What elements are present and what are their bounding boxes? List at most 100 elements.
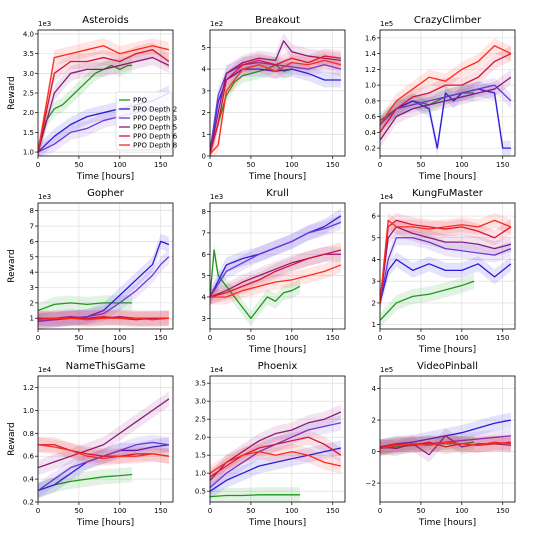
y-tick-label: 1 <box>372 321 376 329</box>
subplot-asteroids: 0 50 100 150 1.0 1.5 2.0 2.5 3.0 3.5 4.0 1e3 Asteroi… <box>7 15 178 182</box>
y-tick-label: 3 <box>372 278 376 286</box>
series-line-ppo-depth-6 <box>210 55 341 154</box>
series-line-ppo-depth-3 <box>380 84 512 125</box>
y-tick-label: 1 <box>202 131 206 139</box>
band-ppo-depth-6 <box>380 46 511 140</box>
x-axis-label: Time [hours] <box>418 345 476 355</box>
y-tick-label: 6 <box>372 213 377 221</box>
x-tick-label: 100 <box>455 334 468 342</box>
plot-frame <box>379 29 516 157</box>
band-ppo-depth-3 <box>210 415 341 496</box>
band-ppo <box>38 466 133 499</box>
series-line-ppo-depth-5 <box>380 226 512 304</box>
legend-label: PPO Depth 3 <box>133 115 177 123</box>
band-ppo-depth-5 <box>210 246 341 305</box>
band-ppo-depth-2 <box>38 437 169 499</box>
y-tick-label: 0.8 <box>23 430 34 438</box>
y-tick-label: 0.4 <box>23 476 35 484</box>
y-tick-label: 4 <box>202 66 207 74</box>
y-tick-label: 2.5 <box>23 90 34 98</box>
series-line-ppo-depth-3 <box>210 61 342 152</box>
y-tick-label: 4 <box>372 385 377 393</box>
band-ppo-depth-3 <box>380 428 511 455</box>
band-ppo-depth-5 <box>38 391 169 476</box>
x-tick-label: 0 <box>36 334 40 342</box>
y-tick-label: 4 <box>30 269 35 277</box>
plot-frame <box>37 375 174 503</box>
y-tick-label: 6 <box>30 238 35 246</box>
x-axis-label: Time [hours] <box>418 172 476 182</box>
x-tick-label: 0 <box>378 334 382 342</box>
series-group <box>380 412 512 463</box>
x-tick-label: 150 <box>154 334 167 342</box>
series-line-ppo-depth-6 <box>38 444 169 457</box>
band-ppo-depth-8 <box>380 212 511 311</box>
subplot-title: Phoenix <box>258 361 298 372</box>
x-axis-label: Time [hours] <box>76 345 134 355</box>
x-tick-label: 100 <box>113 334 126 342</box>
band-ppo-depth-3 <box>38 434 169 499</box>
band-ppo-depth-6 <box>210 429 341 485</box>
series-line-ppo-depth-8 <box>380 45 512 125</box>
band-ppo-depth-5 <box>380 219 511 311</box>
y-tick-label: 8 <box>30 207 34 215</box>
band-ppo-depth-5 <box>38 309 169 326</box>
y-axis-label: Reward <box>7 76 17 110</box>
x-tick-label: 150 <box>326 334 339 342</box>
series-line-ppo-depth-6 <box>210 249 342 298</box>
y-tick-label: 1.4 <box>365 50 377 58</box>
series-line-ppo-depth-8 <box>38 45 170 153</box>
x-tick-label: 150 <box>496 334 509 342</box>
x-tick-label: 50 <box>74 507 83 515</box>
y-tick-label: 5 <box>30 253 34 261</box>
subplot-phoenix: 0 50 100 150 0.5 1.0 1.5 2.0 2.5 3.0 3.5 1e4 Phoenix… <box>195 361 346 528</box>
legend-label: PPO <box>133 97 147 105</box>
band-ppo-depth-5 <box>380 69 511 148</box>
y-multiplier: 1e2 <box>210 20 223 28</box>
series-group <box>210 404 342 502</box>
series-line-ppo-depth-5 <box>210 411 342 481</box>
series-group <box>380 38 512 156</box>
series-line-ppo-depth-6 <box>38 49 170 153</box>
x-tick-label: 0 <box>36 161 40 169</box>
band-ppo-depth-8 <box>210 444 341 481</box>
series-line-ppo-depth-8 <box>210 450 342 474</box>
x-tick-label: 50 <box>74 161 83 169</box>
series-group <box>210 208 342 326</box>
y-tick-label: 6 <box>202 251 207 259</box>
y-tick-label: 3 <box>202 315 206 323</box>
x-tick-label: 0 <box>36 507 40 515</box>
y-tick-label: 2 <box>202 109 206 117</box>
y-tick-label: 2 <box>372 417 376 425</box>
y-tick-label: 5 <box>372 234 376 242</box>
band-ppo-depth-5 <box>210 404 341 488</box>
y-axis-label: Reward <box>7 422 17 456</box>
y-tick-label: 0.4 <box>365 129 377 137</box>
x-tick-label: 50 <box>246 161 255 169</box>
y-tick-label: −2 <box>366 480 376 488</box>
series-line-ppo <box>38 64 133 153</box>
y-axis-label: Reward <box>7 249 17 283</box>
band-ppo-depth-6 <box>210 48 341 156</box>
y-tick-label: 0.2 <box>23 499 34 507</box>
band-ppo-depth-6 <box>38 42 169 156</box>
y-tick-label: 3.5 <box>195 380 206 388</box>
y-tick-label: 7 <box>202 229 206 237</box>
x-tick-label: 0 <box>378 507 382 515</box>
series-line-ppo-depth-8 <box>380 441 511 450</box>
subplot-title: Krull <box>266 188 289 199</box>
y-tick-label: 2.0 <box>23 109 34 117</box>
y-tick-label: 1 <box>30 315 34 323</box>
plot-frame <box>209 29 346 157</box>
band-ppo-depth-6 <box>380 434 511 455</box>
y-tick-label: 1.2 <box>23 384 34 392</box>
y-tick-label: 3.5 <box>23 50 34 58</box>
band-ppo-depth-3 <box>210 214 341 305</box>
subplot-title: KungFuMaster <box>412 188 484 199</box>
x-tick-label: 0 <box>208 334 212 342</box>
y-multiplier: 1e3 <box>210 193 223 201</box>
band-ppo-depth-5 <box>380 428 511 463</box>
series-line-ppo <box>380 280 475 321</box>
x-tick-label: 100 <box>285 507 298 515</box>
